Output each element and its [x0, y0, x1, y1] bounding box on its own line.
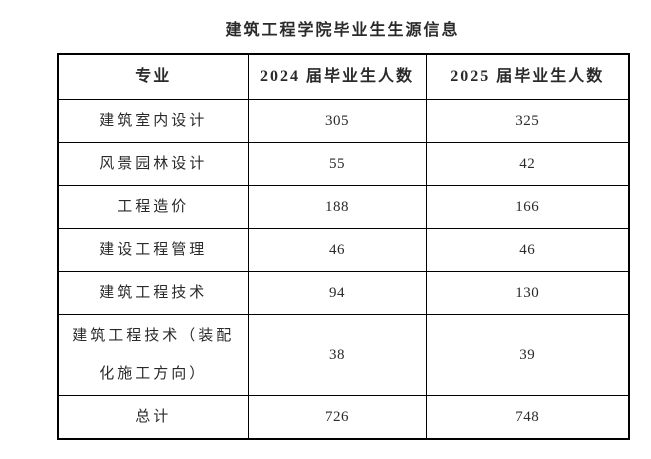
major-cell: 建筑工程技术（装配化施工方向）: [57, 313, 249, 396]
table-row: 建筑工程技术 94 130: [57, 270, 630, 315]
count-2024-cell: 38: [247, 313, 427, 396]
count-2025-cell: 46: [425, 227, 630, 272]
major-cell: 总计: [57, 394, 249, 439]
major-cell: 建筑工程技术: [57, 270, 249, 315]
table-row: 建设工程管理 46 46: [57, 227, 630, 272]
major-cell: 工程造价: [57, 184, 249, 229]
table-row: 风景园林设计 55 42: [57, 141, 630, 186]
table-row: 建筑工程技术（装配化施工方向） 38 39: [57, 313, 630, 396]
count-2024-cell: 94: [247, 270, 427, 315]
column-header-major: 专业: [57, 53, 249, 100]
table-row: 工程造价 188 166: [57, 184, 630, 229]
table-row-total: 总计 726 748: [57, 394, 630, 439]
count-2025-cell: 130: [425, 270, 630, 315]
column-header-2024-graduates: 2024 届毕业生人数: [247, 53, 427, 100]
major-cell: 建设工程管理: [57, 227, 249, 272]
graduate-source-table: 专业 2024 届毕业生人数 2025 届毕业生人数 建筑室内设计 305 32…: [57, 53, 630, 440]
count-2025-cell: 39: [425, 313, 630, 396]
count-2025-cell: 325: [425, 98, 630, 143]
table-row: 建筑室内设计 305 325: [57, 98, 630, 143]
count-2025-cell: 748: [425, 394, 630, 439]
major-cell: 风景园林设计: [57, 141, 249, 186]
count-2025-cell: 42: [425, 141, 630, 186]
major-cell: 建筑室内设计: [57, 98, 249, 143]
table-header-row: 专业 2024 届毕业生人数 2025 届毕业生人数: [57, 53, 630, 100]
count-2024-cell: 188: [247, 184, 427, 229]
count-2024-cell: 305: [247, 98, 427, 143]
count-2025-cell: 166: [425, 184, 630, 229]
column-header-2025-graduates: 2025 届毕业生人数: [425, 53, 630, 100]
count-2024-cell: 55: [247, 141, 427, 186]
count-2024-cell: 46: [247, 227, 427, 272]
count-2024-cell: 726: [247, 394, 427, 439]
page-title: 建筑工程学院毕业生生源信息: [225, 22, 460, 39]
